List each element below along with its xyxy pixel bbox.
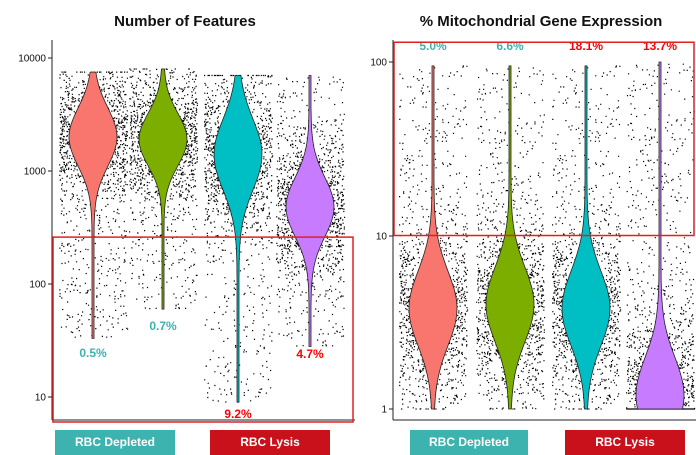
violin <box>138 68 188 310</box>
y-tick-label: 100 <box>370 58 387 69</box>
group-label-rbc-depleted: RBC Depleted <box>55 430 175 455</box>
y-tick-label: 1 <box>381 405 387 416</box>
percent-label: 4.7% <box>296 347 324 361</box>
percent-label: 6.6% <box>496 39 524 53</box>
y-tick-label: 10000 <box>18 54 46 65</box>
percent-label: 5.0% <box>419 39 447 53</box>
y-tick-label: 1000 <box>24 167 47 178</box>
threshold-box <box>52 236 354 423</box>
percent-label: 0.5% <box>79 346 107 360</box>
mito-panel: % Mitochondrial Gene Expression 100 10 1 5… <box>370 13 696 421</box>
percent-label: 9.2% <box>224 407 252 421</box>
group-label-rbc-depleted: RBC Depleted <box>410 430 528 455</box>
y-tick-label: 10 <box>376 232 388 243</box>
percent-label: 13.7% <box>643 39 677 53</box>
violin <box>285 75 335 347</box>
percent-label: 0.7% <box>149 319 177 333</box>
violin <box>68 71 118 339</box>
group-label-rbc-lysis: RBC Lysis <box>210 430 330 455</box>
violin <box>408 65 458 410</box>
features-panel: Number of Features 10000 1000 100 10 0.5% 0.… <box>18 13 355 423</box>
chart-title: Number of Features <box>114 13 256 30</box>
chart-title: % Mitochondrial Gene Expression <box>420 13 663 30</box>
percent-label: 18.1% <box>569 39 603 53</box>
violin <box>561 65 611 410</box>
group-label-rbc-lysis: RBC Lysis <box>565 430 685 455</box>
y-tick-label: 100 <box>29 280 46 291</box>
y-tick-label: 10 <box>35 393 47 404</box>
threshold-box <box>393 41 695 237</box>
violin <box>485 65 535 410</box>
violin <box>213 75 263 403</box>
